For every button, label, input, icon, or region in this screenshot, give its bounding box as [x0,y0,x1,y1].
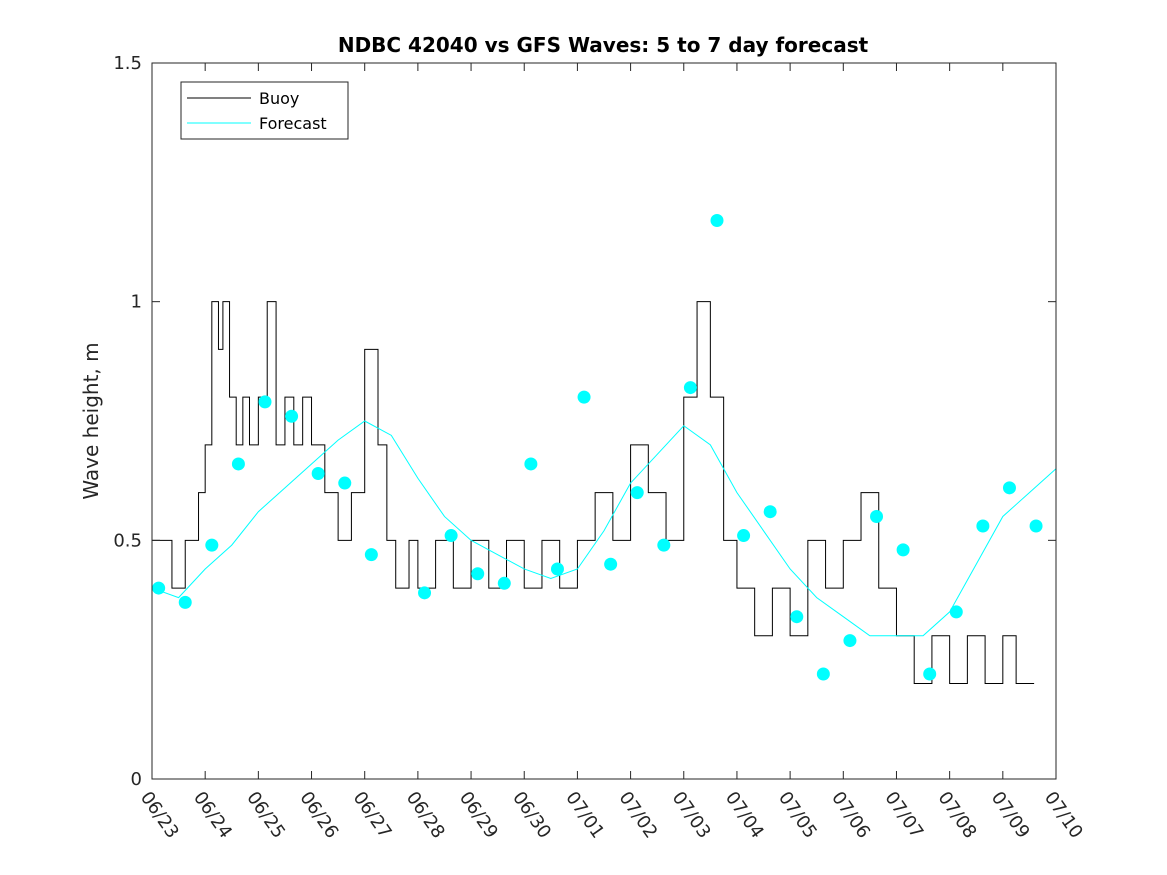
forecast-marker [550,562,564,576]
forecast-marker [816,667,830,681]
forecast-marker [364,548,378,562]
forecast-marker [870,509,884,523]
forecast-marker [152,581,166,595]
forecast-marker [737,529,751,543]
plot-area-frame [151,62,1057,780]
forecast-marker [524,457,538,471]
forecast-marker [896,543,910,557]
y-tick-label: 0.5 [113,530,142,551]
forecast-marker [657,538,671,552]
y-tick-label: 1 [131,292,142,313]
forecast-marker [1002,481,1016,495]
series-line-forecast [151,420,1057,637]
forecast-marker [444,529,458,543]
series-line-buoy [152,301,1035,685]
forecast-marker [683,381,697,395]
forecast-marker [710,214,724,228]
forecast-marker [843,634,857,648]
forecast-marker [471,567,485,581]
forecast-marker [178,595,192,609]
forecast-marker [577,390,591,404]
chart-title: NDBC 42040 vs GFS Waves: 5 to 7 day fore… [338,33,869,57]
forecast-marker [258,395,272,409]
forecast-marker [338,476,352,490]
forecast-marker [763,505,777,519]
forecast-marker [604,557,618,571]
forecast-marker [630,486,644,500]
forecast-marker [949,605,963,619]
forecast-marker [231,457,245,471]
forecast-marker [205,538,219,552]
y-axis: 0 0.5 1 1.5 [113,53,1056,790]
legend: Buoy Forecast [180,81,349,140]
forecast-marker [1029,519,1043,533]
forecast-marker [790,610,804,624]
forecast-marker [923,667,937,681]
y-tick-label: 0 [131,769,142,790]
forecast-marker [311,467,325,481]
forecast-marker [285,409,299,423]
y-tick-label: 1.5 [113,53,142,74]
forecast-marker [497,576,511,590]
legend-box [180,81,349,140]
forecast-marker [418,586,432,600]
legend-buoy-label: Buoy [259,89,299,108]
forecast-markers [152,214,1043,681]
series-layer [151,301,1057,685]
legend-forecast-label: Forecast [259,114,327,133]
y-axis-label: Wave height, m [79,342,103,499]
forecast-marker [976,519,990,533]
